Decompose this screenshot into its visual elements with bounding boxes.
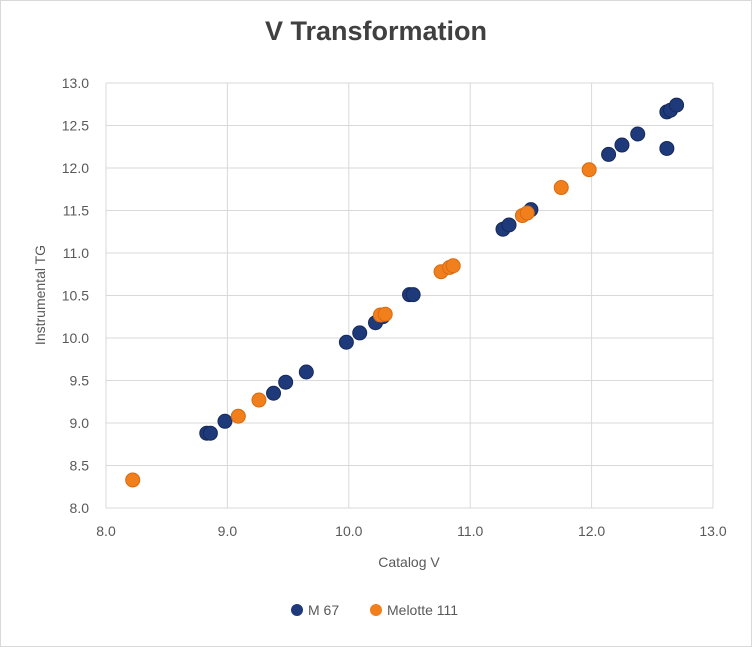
melotte111-data-point	[553, 180, 569, 196]
grid-lines	[105, 82, 714, 509]
y-tick-label: 10.5	[62, 288, 89, 304]
m67-data-point	[601, 146, 617, 162]
x-axis-title: Catalog V	[378, 554, 440, 570]
m67-data-point	[614, 137, 630, 153]
y-tick-label: 9.5	[70, 373, 90, 389]
melotte111-data-point	[581, 162, 597, 178]
y-tick-label: 9.0	[70, 415, 90, 431]
x-tick-label: 13.0	[699, 523, 726, 539]
y-tick-label: 11.5	[63, 203, 89, 219]
y-tick-label: 10.0	[62, 330, 89, 346]
m67-data-point	[217, 413, 233, 429]
melotte111-data-point	[230, 408, 246, 424]
m67-data-point	[266, 385, 282, 401]
legend-label-m67: M 67	[308, 602, 339, 618]
y-tick-label: 8.0	[70, 500, 90, 516]
m67-data-point	[202, 425, 218, 441]
x-tick-label: 10.0	[335, 523, 362, 539]
y-tick-label: 12.0	[62, 160, 89, 176]
y-tick-labels: 8.0 8.5 9.0 9.5 10.0 10.5 11.0 11.5 12.0 12.5 13.0	[62, 75, 89, 516]
x-tick-label: 12.0	[578, 523, 605, 539]
m67-data-point	[501, 217, 517, 233]
data-points	[125, 97, 685, 488]
chart-title: V Transformation	[264, 16, 488, 46]
y-axis-title: Instrumental TG	[32, 245, 48, 345]
m67-data-point	[278, 374, 294, 390]
m67-data-point	[669, 97, 685, 113]
melotte111-data-point	[377, 306, 393, 322]
m67-data-point	[405, 287, 421, 303]
legend-marker-m67	[291, 604, 303, 616]
y-tick-label: 8.5	[70, 458, 90, 474]
melotte111-data-point	[519, 205, 535, 221]
x-tick-label: 8.0	[96, 523, 116, 539]
legend-label-melotte111: Melotte 111	[387, 602, 458, 618]
m67-data-point	[352, 325, 368, 341]
y-tick-label: 12.5	[62, 118, 89, 134]
x-tick-label: 9.0	[218, 523, 238, 539]
y-tick-label: 13.0	[62, 75, 89, 91]
melotte111-data-point	[125, 472, 141, 488]
m67-data-point	[659, 140, 675, 156]
y-tick-label: 11.0	[63, 245, 89, 261]
melotte111-data-point	[251, 392, 267, 408]
legend: M 67 Melotte 111	[291, 602, 458, 618]
x-tick-labels: 8.0 9.0 10.0 11.0 12.0 13.0	[96, 523, 727, 539]
x-tick-label: 11.0	[457, 523, 483, 539]
m67-data-point	[630, 126, 646, 142]
m67-data-point	[298, 364, 314, 380]
m67-data-point	[338, 334, 354, 350]
melotte111-data-point	[445, 258, 461, 274]
legend-marker-melotte111	[370, 604, 382, 616]
